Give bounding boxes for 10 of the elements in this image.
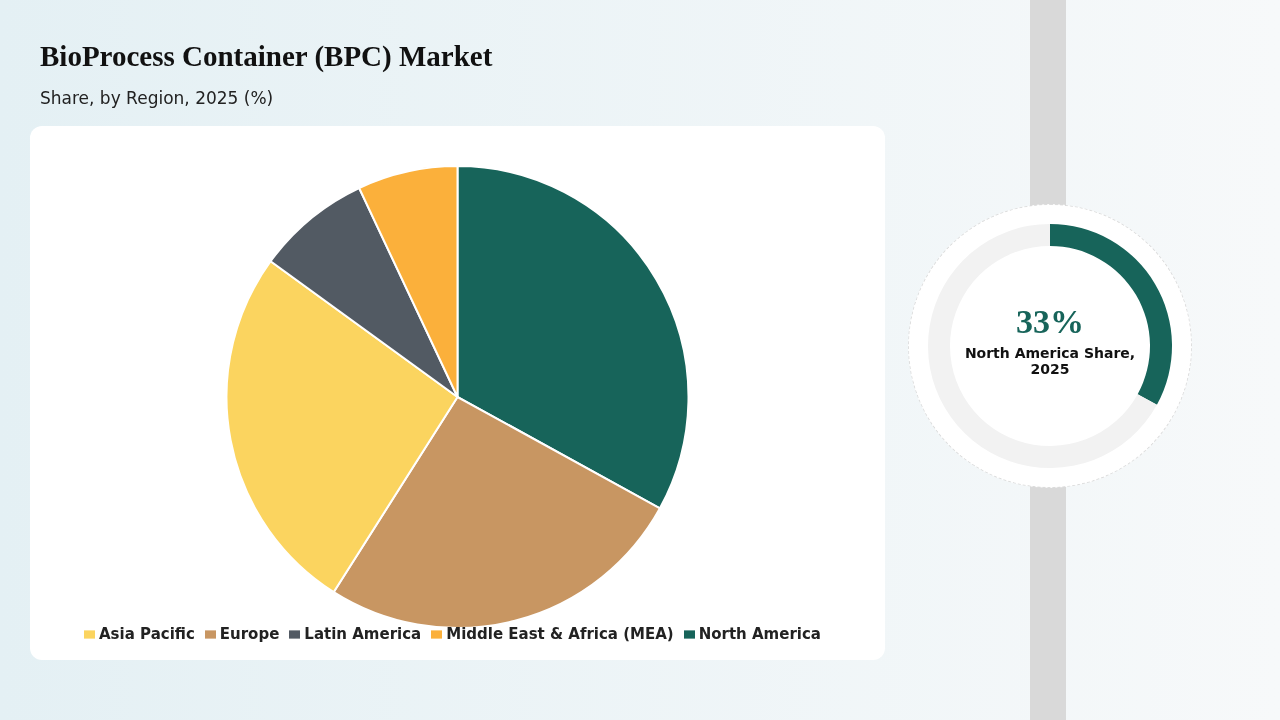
text: North America Share, 2025: [963, 345, 1137, 377]
text: 33%: [1015, 303, 1085, 341]
chart-subtitle: Share, by Region, 2025 (%): [40, 88, 274, 108]
legend-label: North America: [698, 625, 821, 643]
legend-label: Middle East & Africa (MEA): [446, 625, 674, 643]
legend-label: Latin America: [304, 625, 422, 643]
donut-slice: [928, 224, 1157, 468]
legend-label: Europe: [219, 625, 280, 643]
chart-title: BioProcess Container (BPC) Market: [40, 40, 493, 73]
legend-label: Asia Pacific: [99, 625, 195, 643]
